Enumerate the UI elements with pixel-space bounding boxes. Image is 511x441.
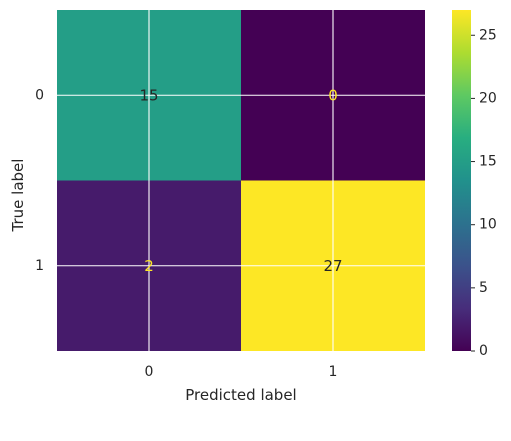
x-tick-label: 0 [145, 364, 154, 380]
colorbar-tick-label: 25 [479, 27, 497, 43]
colorbar [452, 10, 471, 351]
cell-value-label: 27 [323, 257, 342, 275]
colorbar-tick-label: 15 [479, 154, 497, 170]
y-tick-label: 0 [35, 87, 44, 103]
colorbar-gradient [452, 10, 471, 351]
cell-value-labels: 15 0 2 27 [139, 86, 342, 275]
colorbar-tick-labels: 0 5 10 15 20 25 [471, 27, 497, 359]
colorbar-tick-label: 10 [479, 217, 497, 233]
colorbar-tick-label: 20 [479, 90, 497, 106]
colorbar-tick-label: 5 [479, 280, 488, 296]
cell-value-label: 15 [139, 86, 158, 104]
colorbar-tick-label: 0 [479, 343, 488, 359]
y-tick-labels: 01 [35, 87, 44, 274]
heatmap-cells [57, 10, 425, 351]
y-tick-label: 1 [35, 258, 44, 274]
cell-value-label: 2 [144, 257, 154, 275]
x-tick-label: 1 [329, 364, 338, 380]
x-axis-title: Predicted label [185, 386, 296, 404]
y-axis-title: True label [9, 159, 27, 233]
cell-value-label: 0 [328, 86, 338, 104]
grid-lines [57, 10, 425, 351]
